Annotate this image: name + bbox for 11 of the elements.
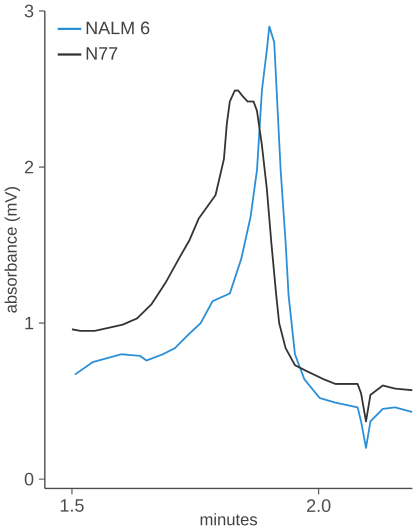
x-tick-label: 1.5 — [60, 499, 84, 512]
y-tick-label: 1 — [25, 316, 34, 330]
x-axis-title: minutes — [200, 513, 258, 526]
legend-label: N77 — [86, 47, 118, 60]
x-tick-label: 2.0 — [307, 499, 330, 512]
y-tick-label: 2 — [24, 160, 34, 174]
line-series — [71, 90, 412, 422]
y-tick-label: 3 — [24, 4, 34, 18]
y-tick-label: 0 — [24, 472, 34, 486]
y-axis-title: absorbance (mV) — [4, 187, 20, 313]
legend-label: NALM 6 — [86, 22, 150, 34]
